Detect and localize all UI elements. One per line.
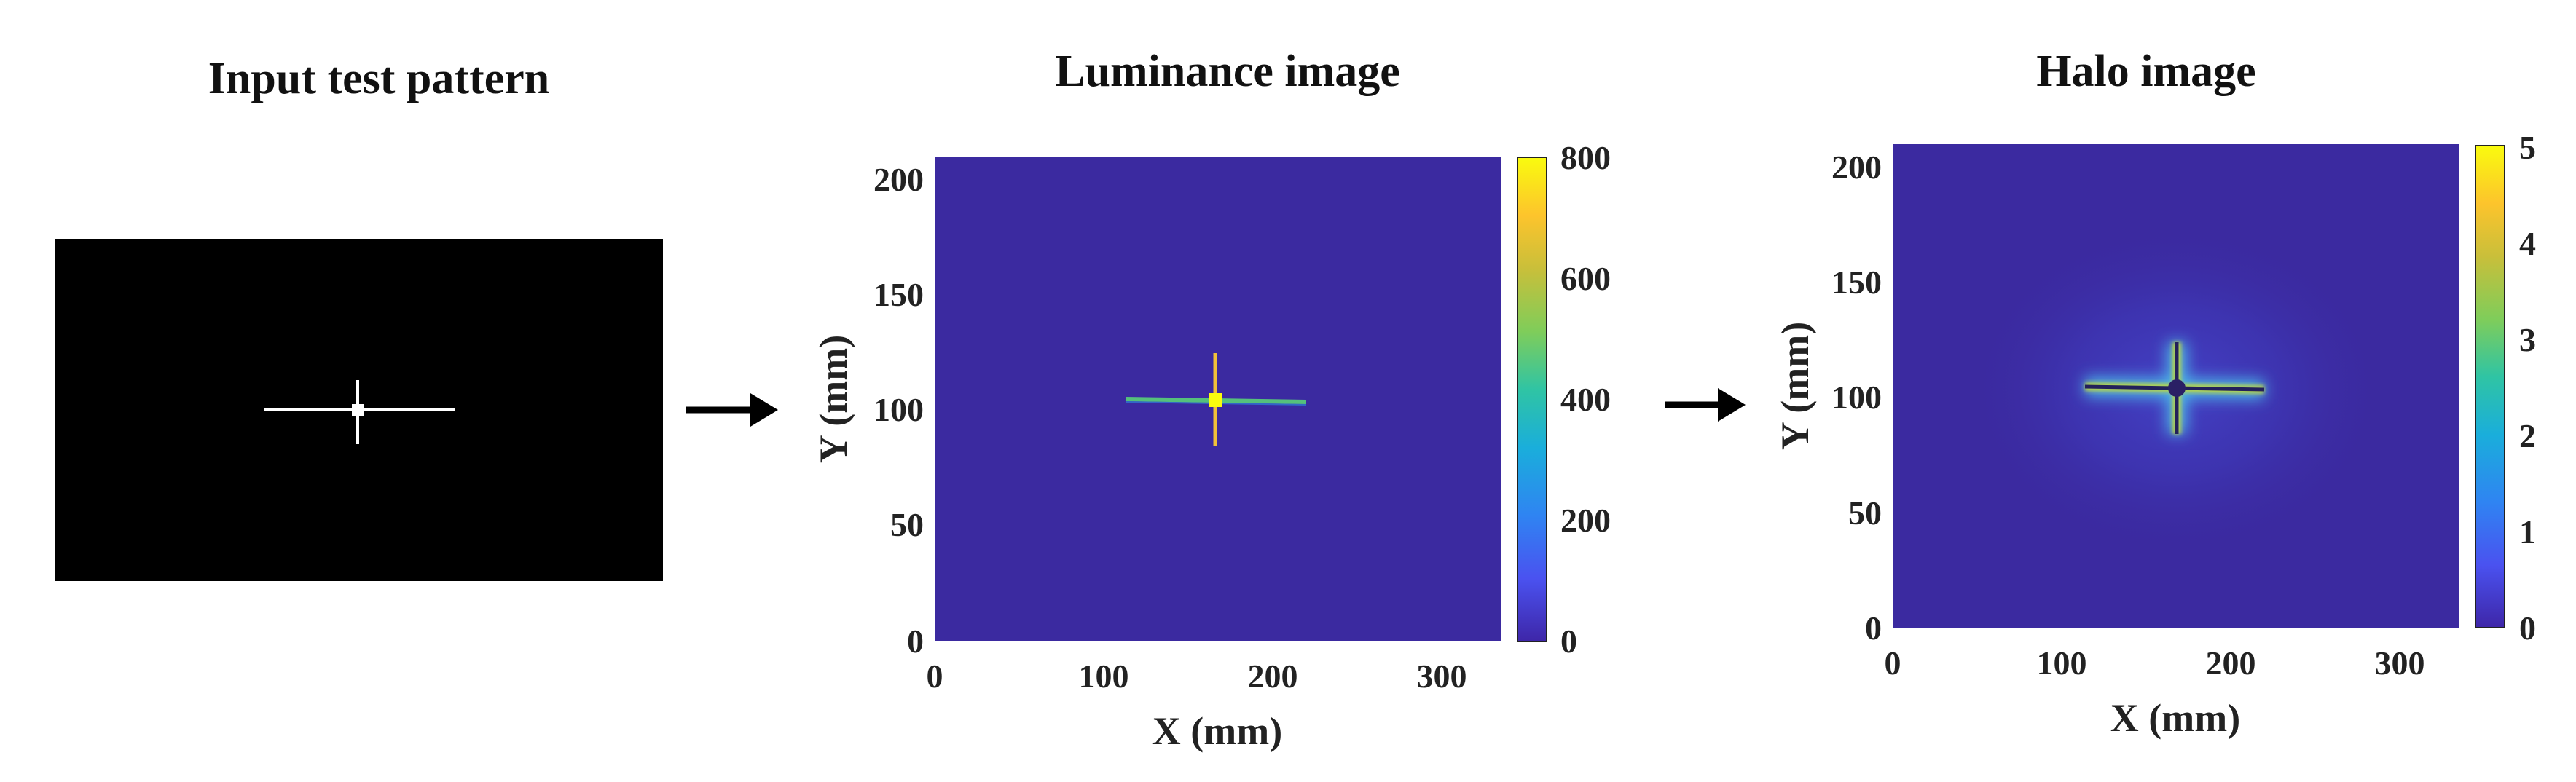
lum-cbtick-800: 800 (1560, 139, 1611, 176)
halo-y-axis-label: Y (mm) (1773, 322, 1817, 450)
luminance-x-ticks: 0 100 200 300 (927, 657, 1467, 695)
luminance-title: Luminance image (1055, 47, 1400, 96)
lum-cbtick-0: 0 (1560, 623, 1577, 660)
luminance-y-axis-label: Y (mm) (812, 335, 855, 463)
lum-ytick-0: 0 (907, 623, 924, 660)
lum-cbtick-400: 400 (1560, 381, 1611, 418)
lum-ytick-100: 100 (873, 391, 924, 428)
halo-cbtick-0: 0 (2519, 609, 2536, 647)
arrow-2 (1665, 388, 1746, 422)
luminance-colorbar (1517, 157, 1547, 642)
lum-xtick-300: 300 (1417, 657, 1467, 695)
halo-xtick-200: 200 (2206, 644, 2256, 682)
luminance-panel: Luminance image 0 50 100 150 200 0 100 2… (812, 47, 1611, 753)
halo-ytick-50: 50 (1848, 494, 1882, 532)
halo-xtick-0: 0 (1885, 644, 1901, 682)
lum-ytick-150: 150 (873, 276, 924, 313)
luminance-colorbar-ticks: 0 200 400 600 800 (1560, 139, 1611, 660)
lum-xtick-100: 100 (1079, 657, 1129, 695)
halo-cbtick-2: 2 (2519, 417, 2536, 454)
halo-xtick-100: 100 (2037, 644, 2087, 682)
luminance-y-ticks: 0 50 100 150 200 (873, 161, 924, 660)
halo-title: Halo image (2036, 47, 2255, 96)
halo-xtick-300: 300 (2375, 644, 2425, 682)
halo-ytick-100: 100 (1831, 379, 1882, 416)
input-pattern-title: Input test pattern (208, 54, 549, 103)
input-pattern-panel: Input test pattern (55, 54, 663, 581)
halo-ytick-0: 0 (1865, 609, 1882, 647)
lum-ytick-50: 50 (890, 506, 924, 543)
halo-colorbar-ticks: 0 1 2 3 4 5 (2519, 129, 2536, 647)
lum-cbtick-600: 600 (1560, 260, 1611, 297)
halo-x-ticks: 0 100 200 300 (1885, 644, 2425, 682)
halo-cbtick-5: 5 (2519, 129, 2536, 166)
pattern-center-square (352, 404, 364, 416)
halo-cbtick-1: 1 (2519, 513, 2536, 550)
halo-ytick-200: 200 (1831, 149, 1882, 186)
halo-cbtick-4: 4 (2519, 225, 2536, 262)
halo-colorbar (2475, 145, 2505, 628)
arrow-1 (686, 393, 778, 427)
lum-xtick-0: 0 (927, 657, 943, 695)
luminance-x-axis-label: X (mm) (1152, 709, 1282, 753)
lum-ytick-200: 200 (873, 161, 924, 198)
luminance-center-square (1209, 393, 1222, 407)
halo-panel: Halo image 0 50 100 150 200 0 100 2 0 (1773, 47, 2536, 740)
halo-ytick-150: 150 (1831, 264, 1882, 301)
halo-cbtick-3: 3 (2519, 321, 2536, 358)
lum-xtick-200: 200 (1248, 657, 1298, 695)
halo-center-dot (2168, 379, 2186, 397)
halo-y-ticks: 0 50 100 150 200 (1831, 149, 1882, 647)
lum-cbtick-200: 200 (1560, 502, 1611, 539)
halo-x-axis-label: X (mm) (2110, 696, 2240, 740)
